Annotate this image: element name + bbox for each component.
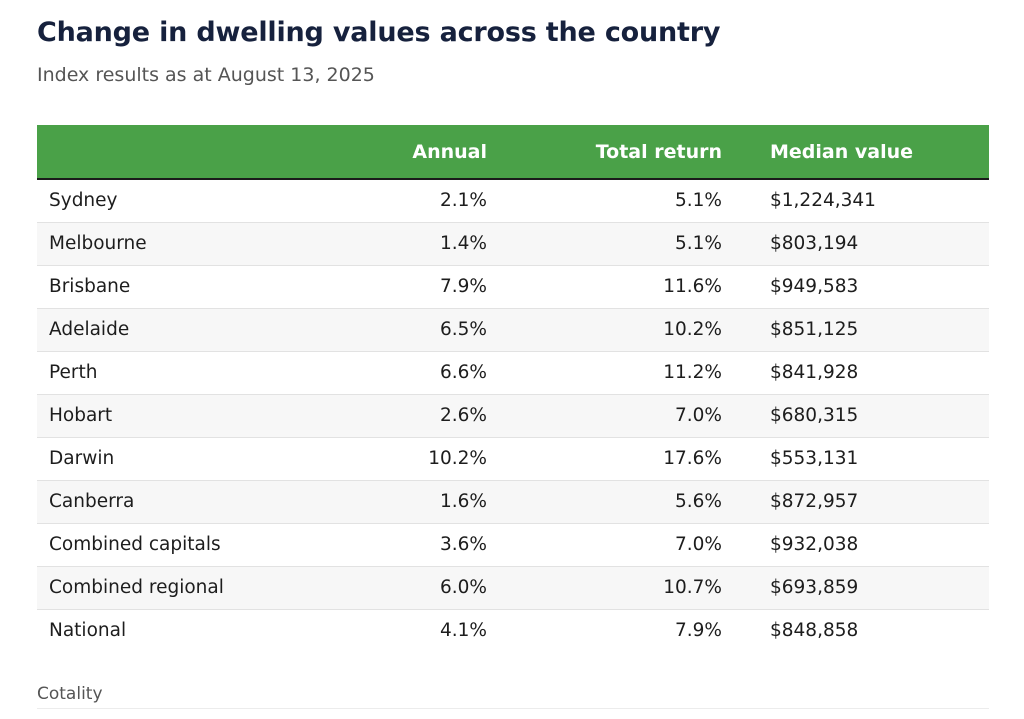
header-cell-median-value: Median value bbox=[770, 140, 914, 163]
cell-region: Hobart bbox=[49, 405, 113, 426]
cell-total-return: 11.2% bbox=[663, 362, 722, 383]
table-row: Perth 6.6% 11.2% $841,928 bbox=[37, 351, 989, 394]
cell-median-value: $848,858 bbox=[770, 620, 859, 642]
cell-annual: 2.6% bbox=[440, 405, 487, 426]
header-row: Annual Total return Median value bbox=[37, 125, 989, 179]
cell-total-return: 17.6% bbox=[663, 448, 722, 469]
cell-median-value: $693,859 bbox=[770, 577, 859, 598]
cell-total-return: 10.7% bbox=[663, 577, 722, 598]
data-table: Annual Total return Median value Sydney 2… bbox=[37, 125, 989, 652]
cell-total-return: 7.0% bbox=[675, 534, 722, 555]
header-cell-total-return: Total return bbox=[595, 140, 722, 163]
table-row: Canberra 1.6% 5.6% $872,957 bbox=[37, 480, 989, 523]
cell-median-value: $803,194 bbox=[770, 233, 859, 254]
table-row: Darwin 10.2% 17.6% $553,131 bbox=[37, 437, 989, 480]
cell-region: National bbox=[49, 620, 127, 642]
source-credit: Cotality bbox=[37, 684, 103, 704]
table-row: Hobart 2.6% 7.0% $680,315 bbox=[37, 394, 989, 437]
chart-title: Change in dwelling values across the cou… bbox=[37, 17, 721, 48]
cell-total-return: 5.1% bbox=[675, 190, 722, 212]
cell-region: Adelaide bbox=[49, 319, 130, 340]
cell-region: Combined regional bbox=[49, 577, 224, 598]
cell-total-return: 5.1% bbox=[675, 233, 722, 254]
cell-median-value: $949,583 bbox=[770, 276, 859, 297]
table-row: Combined capitals 3.6% 7.0% $932,038 bbox=[37, 523, 989, 566]
table-row: Combined regional 6.0% 10.7% $693,859 bbox=[37, 566, 989, 609]
cell-region: Canberra bbox=[49, 491, 135, 512]
cell-total-return: 10.2% bbox=[663, 319, 722, 340]
cell-annual: 1.4% bbox=[440, 233, 487, 254]
cell-total-return: 5.6% bbox=[675, 491, 722, 512]
cell-median-value: $1,224,341 bbox=[770, 190, 876, 212]
cell-region: Combined capitals bbox=[49, 534, 221, 555]
cell-region: Darwin bbox=[49, 448, 115, 469]
cell-annual: 6.6% bbox=[440, 362, 487, 383]
cell-region: Brisbane bbox=[49, 276, 131, 297]
table-row: Sydney 2.1% 5.1% $1,224,341 bbox=[37, 179, 989, 222]
cell-annual: 1.6% bbox=[440, 491, 487, 512]
cell-region: Melbourne bbox=[49, 233, 147, 254]
cell-annual: 7.9% bbox=[440, 276, 487, 297]
cell-median-value: $851,125 bbox=[770, 319, 859, 340]
cell-region: Sydney bbox=[49, 190, 118, 212]
table-row: Brisbane 7.9% 11.6% $949,583 bbox=[37, 265, 989, 308]
cell-median-value: $553,131 bbox=[770, 448, 859, 469]
cell-annual: 6.0% bbox=[440, 577, 487, 598]
cell-total-return: 11.6% bbox=[663, 276, 722, 297]
footer-divider bbox=[37, 708, 989, 709]
header-cell-annual: Annual bbox=[412, 140, 487, 163]
cell-annual: 2.1% bbox=[440, 190, 487, 212]
cell-annual: 3.6% bbox=[440, 534, 487, 555]
header-cell-name bbox=[37, 125, 237, 179]
cell-total-return: 7.0% bbox=[675, 405, 722, 426]
cell-total-return: 7.9% bbox=[675, 620, 722, 642]
table-row: National 4.1% 7.9% $848,858 bbox=[37, 609, 989, 652]
cell-annual: 6.5% bbox=[440, 319, 487, 340]
table-header: Annual Total return Median value bbox=[37, 125, 989, 179]
cell-median-value: $872,957 bbox=[770, 491, 859, 512]
table-row: Adelaide 6.5% 10.2% $851,125 bbox=[37, 308, 989, 351]
cell-median-value: $932,038 bbox=[770, 534, 859, 555]
cell-annual: 10.2% bbox=[428, 448, 487, 469]
cell-median-value: $841,928 bbox=[770, 362, 859, 383]
cell-median-value: $680,315 bbox=[770, 405, 859, 426]
table-row: Melbourne 1.4% 5.1% $803,194 bbox=[37, 222, 989, 265]
cell-region: Perth bbox=[49, 362, 98, 383]
cell-annual: 4.1% bbox=[440, 620, 487, 642]
chart-subtitle: Index results as at August 13, 2025 bbox=[37, 64, 375, 86]
table-body: Sydney 2.1% 5.1% $1,224,341 Melbourne 1.4% 5.1… bbox=[37, 179, 989, 652]
